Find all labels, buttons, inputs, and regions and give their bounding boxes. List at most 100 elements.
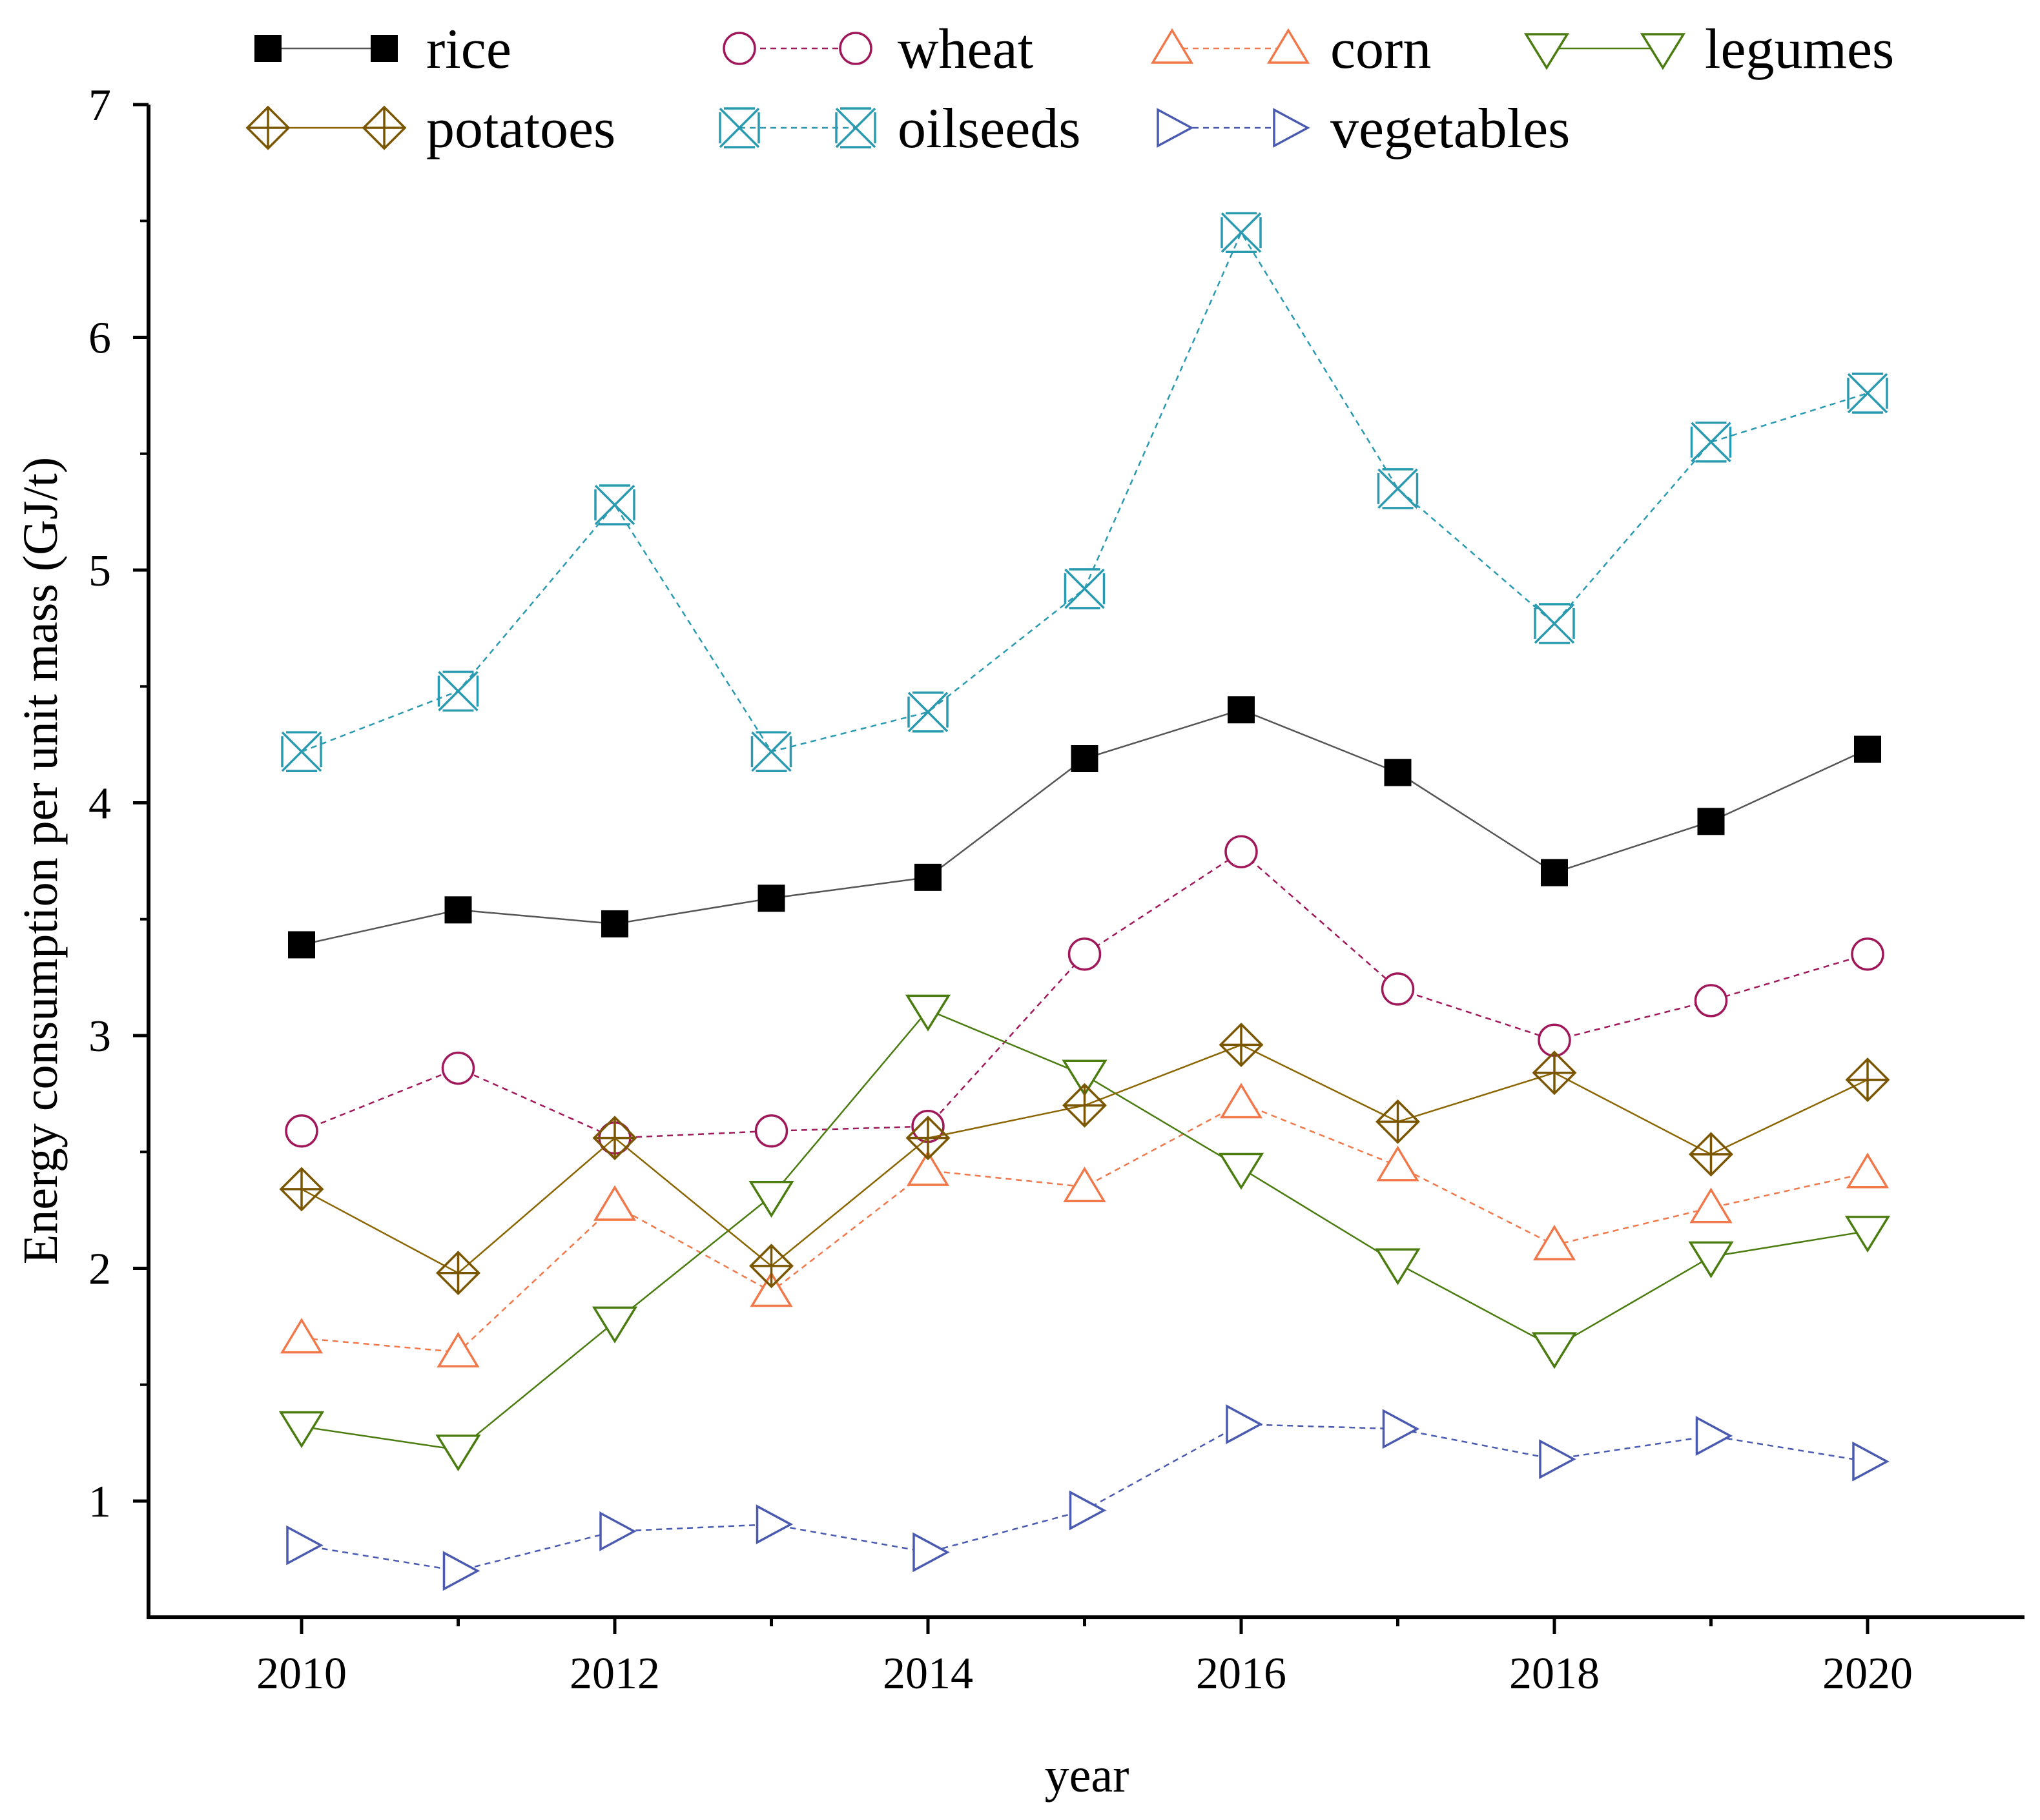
legend-item-legumes: legumes (1523, 18, 1894, 81)
x-tick-label: 2010 (256, 1649, 347, 1699)
oilseeds-point (1847, 373, 1888, 414)
oilseeds-point (1064, 568, 1106, 609)
series-oilseeds (281, 212, 1888, 772)
legend-label-potatoes: potatoes (426, 97, 615, 160)
potatoes-point (279, 1167, 324, 1212)
legend-marker-rice (371, 35, 398, 62)
rice-point (1697, 808, 1725, 835)
rice-point (1854, 735, 1881, 763)
vegetables-point (1069, 1490, 1107, 1531)
x-axis-title: year (1045, 1748, 1129, 1803)
wheat-point (1694, 984, 1728, 1017)
oilseeds-point (281, 731, 322, 772)
y-tick-label: 4 (88, 779, 111, 829)
series-line-oilseeds (301, 230, 1868, 753)
rice-point (1541, 859, 1568, 886)
legend: rice wheat corn legumes potatoes oilseeds vege… (245, 18, 1894, 160)
vegetables-point (286, 1525, 324, 1566)
rice-point (288, 931, 315, 959)
legend-marker-vegetables (1157, 108, 1194, 148)
corn-point (593, 1185, 637, 1221)
legumes-point (592, 1306, 638, 1344)
oilseeds-point (907, 691, 949, 733)
legend-marker-corn (1266, 28, 1310, 64)
legend-marker-legumes (1640, 33, 1686, 70)
series-legumes (278, 994, 1891, 1472)
legend-marker-rice (254, 35, 282, 62)
corn-point (1219, 1083, 1263, 1119)
legend-label-corn: corn (1330, 18, 1431, 81)
corn-point (1376, 1145, 1419, 1181)
potatoes-point (749, 1243, 794, 1289)
potatoes-point (905, 1116, 951, 1161)
legend-label-legumes: legumes (1705, 18, 1894, 81)
legend-label-oilseeds: oilseeds (898, 97, 1081, 160)
legend-marker-wheat (839, 32, 872, 65)
oilseeds-point (594, 484, 635, 526)
potatoes-point (592, 1116, 637, 1161)
legend-item-oilseeds: oilseeds (719, 97, 1081, 160)
potatoes-point (1532, 1050, 1577, 1096)
x-tick-label: 2012 (570, 1649, 660, 1699)
vegetables-point (1539, 1439, 1576, 1480)
legend-marker-potatoes (245, 105, 291, 150)
rice-point (757, 884, 785, 912)
wheat-point (1224, 835, 1258, 868)
wheat-point (441, 1051, 475, 1085)
legend-item-rice: rice (254, 18, 511, 81)
series-corn (280, 1083, 1890, 1368)
vegetables-point (1695, 1416, 1733, 1456)
corn-point (1846, 1152, 1890, 1189)
potatoes-point (1375, 1099, 1420, 1144)
oilseeds-point (437, 670, 479, 712)
series-layer (278, 212, 1891, 1591)
oilseeds-point (1377, 468, 1419, 509)
legend-item-wheat: wheat (723, 18, 1033, 81)
legumes-point (435, 1434, 481, 1472)
legend-item-potatoes: potatoes (245, 97, 615, 160)
series-potatoes (279, 1022, 1890, 1296)
corn-point (280, 1318, 324, 1354)
vegetables-point (756, 1504, 794, 1544)
wheat-point (1851, 937, 1884, 971)
legumes-point (1844, 1216, 1891, 1253)
y-axis-title: Energy consumption per unit mass (GJ/t) (14, 457, 68, 1264)
corn-point (1532, 1225, 1576, 1261)
legend-label-wheat: wheat (898, 18, 1033, 81)
legend-item-corn: corn (1150, 18, 1431, 81)
potatoes-point (1219, 1022, 1264, 1067)
series-line-wheat (301, 850, 1868, 1139)
x-tick-label: 2020 (1822, 1649, 1913, 1699)
legend-marker-potatoes (362, 105, 407, 150)
legend-label-rice: rice (426, 18, 511, 81)
potatoes-point (1845, 1058, 1890, 1102)
legend-marker-wheat (723, 32, 756, 65)
legend-label-vegetables: vegetables (1330, 97, 1570, 160)
rice-point (1071, 745, 1098, 773)
corn-point (906, 1150, 950, 1186)
y-tick-label: 6 (88, 314, 111, 363)
legumes-point (278, 1411, 325, 1448)
legend-marker-oilseeds (719, 107, 760, 148)
rice-point (914, 863, 942, 891)
axes (147, 105, 2025, 1619)
legend-marker-vegetables (1273, 108, 1310, 148)
oilseeds-point (750, 731, 792, 772)
wheat-point (1067, 937, 1102, 971)
wheat-point (1381, 972, 1415, 1006)
legend-item-vegetables: vegetables (1157, 97, 1570, 160)
legumes-point (748, 1180, 794, 1218)
potatoes-point (1062, 1083, 1107, 1128)
vegetables-point (1226, 1404, 1263, 1444)
legumes-point (1531, 1332, 1578, 1369)
legend-marker-oilseeds (835, 107, 876, 148)
rice-point (601, 910, 628, 937)
rice-point (444, 896, 472, 924)
oilseeds-point (1534, 603, 1575, 644)
y-tick-label: 2 (88, 1245, 111, 1294)
series-vegetables (286, 1404, 1890, 1591)
vegetables-point (1382, 1409, 1420, 1449)
vegetables-point (1852, 1441, 1890, 1482)
y-tick-label: 3 (88, 1012, 111, 1061)
